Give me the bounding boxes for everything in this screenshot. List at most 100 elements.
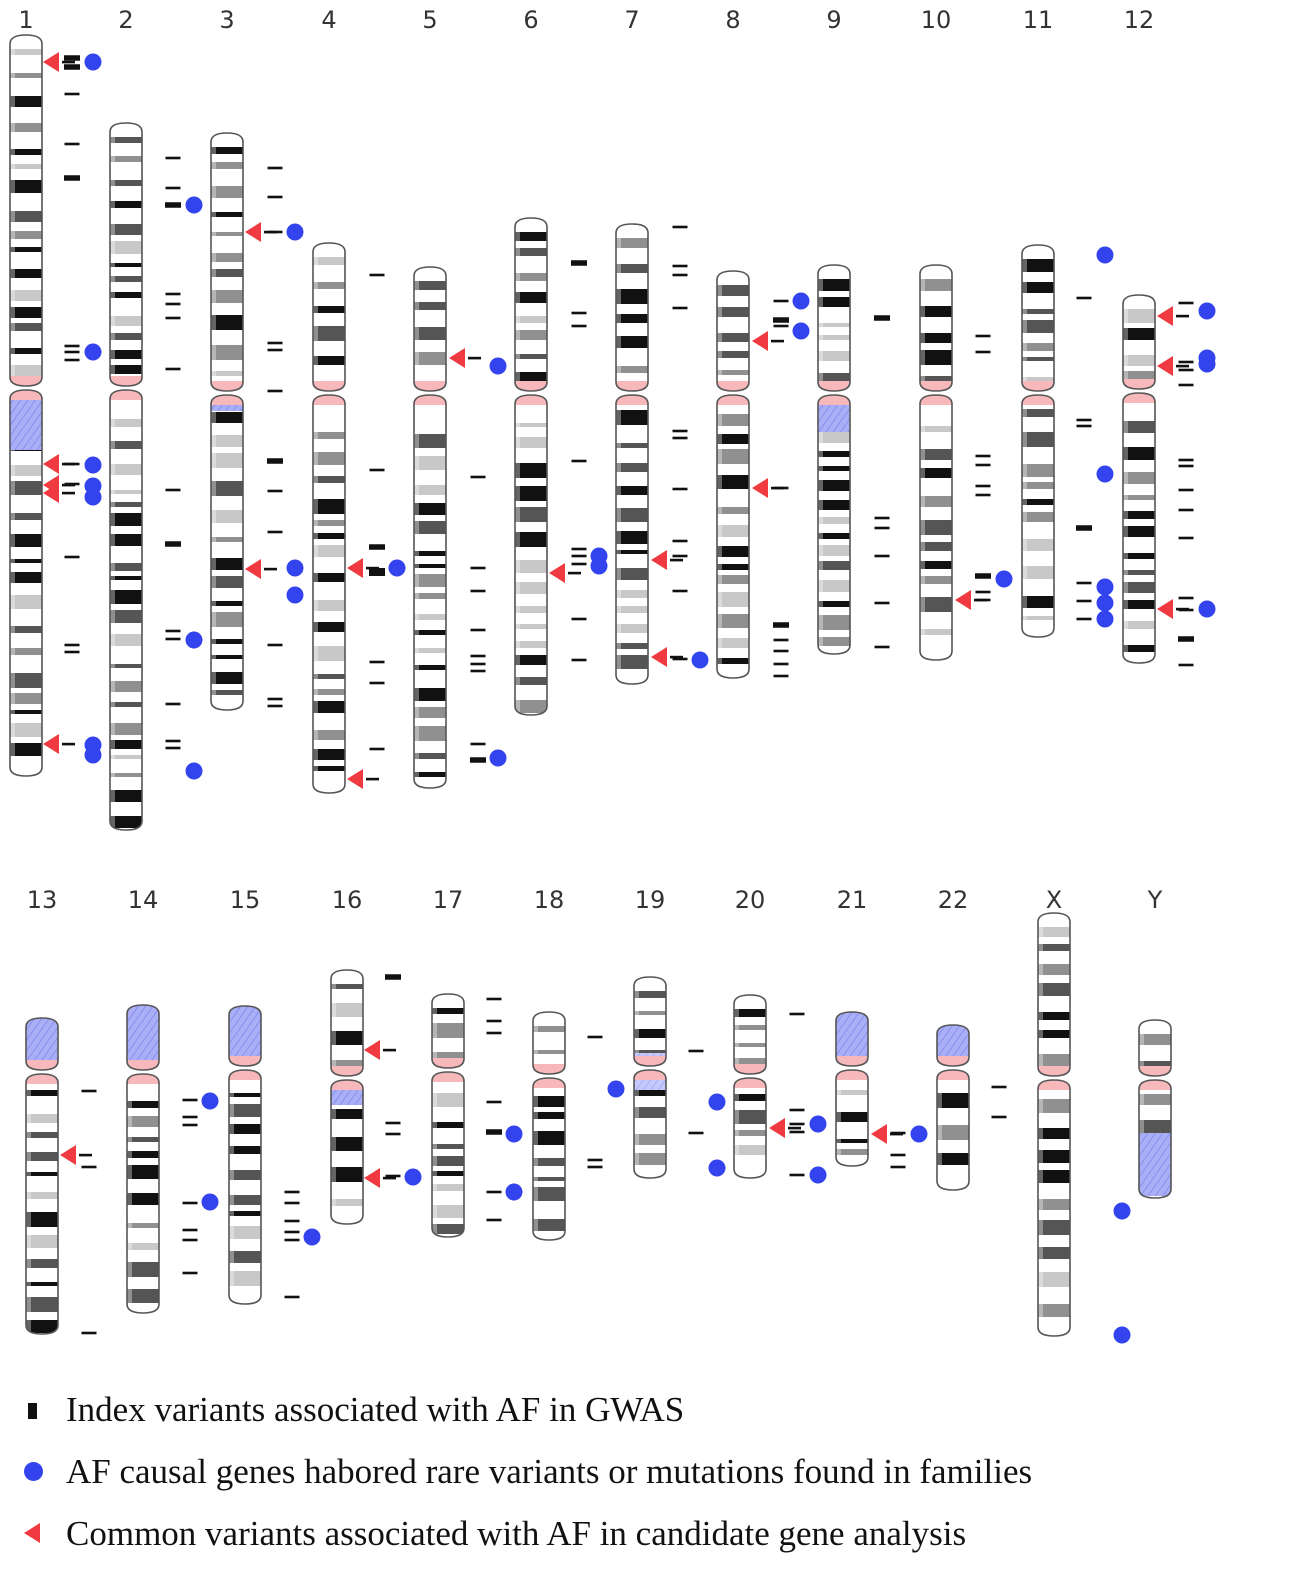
- chromosome-outline-p-19: [633, 976, 667, 1067]
- chromosome-outline-q-20: [733, 1077, 767, 1179]
- candidate-connector-7-0: [670, 558, 683, 562]
- legend-row-index: Index variants associated with AF in GWA…: [22, 1385, 1293, 1447]
- candidate-variant-triangle-7-0: [651, 550, 667, 570]
- index-variant-bar-1-7: [64, 358, 80, 362]
- chr-label-y: Y: [1147, 886, 1163, 914]
- index-variant-bar-7-8: [672, 554, 688, 558]
- index-variant-bar-5-8: [470, 757, 486, 763]
- index-variant-bar-8-8: [773, 674, 789, 678]
- index-variant-bar-8-7: [773, 662, 789, 666]
- family-gene-dot-11-4: [1096, 610, 1114, 628]
- index-variant-bar-2-12: [165, 739, 181, 743]
- index-variant-bar-7-0: [672, 225, 688, 229]
- index-variant-bar-8-1: [773, 317, 789, 323]
- chr-label-17: 17: [433, 886, 464, 914]
- chromosome-outline-p-10: [919, 264, 953, 392]
- index-variant-bar-12-7: [1178, 508, 1194, 512]
- chr-label-13: 13: [27, 886, 58, 914]
- chromosome-outline-q-22: [936, 1069, 970, 1191]
- index-variant-bar-4-5: [369, 681, 385, 685]
- candidate-connector-13-0: [79, 1153, 92, 1157]
- family-gene-dot-15-0: [201, 1092, 219, 1110]
- family-gene-dot-1-2: [84, 456, 102, 474]
- family-gene-dot-3-1: [286, 559, 304, 577]
- index-variant-bar-4-6: [369, 747, 385, 751]
- index-variant-bar-22-0: [991, 1085, 1007, 1089]
- index-variant-bar-5-4: [470, 654, 486, 658]
- candidate-connector-8-1: [771, 486, 784, 490]
- index-variant-bar-10-5: [975, 493, 991, 497]
- index-variant-bar-1-6: [64, 350, 80, 354]
- chromosome-outline-q-13: [25, 1073, 59, 1335]
- candidate-variant-triangle-3-1: [245, 559, 261, 579]
- chromosome-labels: 1 2 3 4 5 6 7 8 9 10 11 12 13 14 15 16 1…: [18, 6, 1162, 914]
- index-variant-bar-2-10: [165, 637, 181, 641]
- index-variant-bar-9-5: [874, 645, 890, 649]
- index-variant-bar-2-6: [165, 367, 181, 371]
- index-variant-bar-6-1: [571, 311, 587, 315]
- index-variant-bar-6-7: [571, 617, 587, 621]
- chromosome-outline-q-x: [1037, 1079, 1071, 1337]
- candidate-variant-triangle-12-2: [1157, 599, 1173, 619]
- family-gene-dot-20-0: [708, 1093, 726, 1111]
- index-variant-bar-4-1: [369, 468, 385, 472]
- chromosome-outline-p-13: [25, 1017, 59, 1071]
- index-variant-bar-12-12: [1178, 663, 1194, 667]
- candidate-connector-3-0: [264, 230, 277, 234]
- chromosome-11: [1021, 244, 1055, 638]
- candidate-variant-icon: [24, 1523, 40, 1543]
- chromosome-outline-q-15: [228, 1069, 262, 1305]
- chromosome-8: [716, 270, 750, 679]
- index-variant-bar-20-1: [789, 1108, 805, 1112]
- index-variant-bar-2-5: [165, 316, 181, 320]
- index-variant-bar-5-2: [470, 589, 486, 593]
- chromosome-outline-p-12: [1122, 294, 1156, 390]
- legend-label-family: AF causal genes habored rare variants or…: [66, 1452, 1033, 1491]
- chr-label-12: 12: [1124, 6, 1155, 34]
- index-variant-bar-6-3: [571, 459, 587, 463]
- chromosome-outline-q-16: [330, 1079, 364, 1225]
- candidate-variant-triangle-6-0: [549, 563, 565, 583]
- family-gene-dot-11-2: [1096, 578, 1114, 596]
- family-gene-dot-12-3: [1198, 600, 1216, 618]
- chromosome-outline-p-1: [9, 34, 43, 387]
- index-variant-bar-9-4: [874, 601, 890, 605]
- index-variant-bar-15-2: [182, 1123, 198, 1127]
- candidate-connector-12-2: [1176, 607, 1189, 611]
- index-variant-bar-1-11: [64, 643, 80, 647]
- index-variant-bar-17-0: [486, 997, 502, 1001]
- index-variant-bar-9-0: [874, 315, 890, 321]
- index-variant-bar-9-1: [874, 516, 890, 520]
- legend-row-candidate: Common variants associated with AF in ca…: [22, 1509, 1293, 1571]
- index-variant-bar-7-1: [672, 264, 688, 268]
- index-variant-bar-10-2: [975, 454, 991, 458]
- candidate-connector-4-1: [366, 777, 379, 781]
- index-variant-bar-3-4: [267, 348, 283, 352]
- chromosome-outline-p-17: [431, 993, 465, 1069]
- index-variant-bar-17-2: [486, 1031, 502, 1035]
- candidate-connector-16-1: [383, 1176, 396, 1180]
- chr-label-1: 1: [18, 6, 33, 34]
- chr-label-9: 9: [826, 6, 841, 34]
- candidate-connector-21-0: [890, 1132, 903, 1136]
- index-variant-bar-12-9: [1178, 596, 1194, 600]
- chromosome-outline-p-y: [1138, 1019, 1172, 1077]
- index-variant-bar-5-6: [470, 669, 486, 673]
- chr-label-4: 4: [321, 6, 336, 34]
- index-variant-bar-12-8: [1178, 536, 1194, 540]
- index-variant-bar-11-0: [1076, 296, 1092, 300]
- index-variant-bar-3-5: [267, 389, 283, 393]
- index-variant-bar-12-3: [1178, 383, 1194, 387]
- index-variant-bar-12-0: [1178, 301, 1194, 305]
- candidate-connector-5-0: [468, 356, 481, 360]
- chromosome-10: [919, 264, 953, 661]
- family-gene-dot-16-1: [404, 1168, 422, 1186]
- index-variant-bar-5-7: [470, 742, 486, 746]
- chromosome-y: [1138, 1019, 1172, 1199]
- index-variant-bar-13-2: [81, 1331, 97, 1335]
- legend: Index variants associated with AF in GWA…: [22, 1385, 1293, 1571]
- index-variant-bar-15-1: [182, 1115, 198, 1119]
- chromosome-2: [109, 122, 143, 831]
- index-variant-bar-6-8: [571, 658, 587, 662]
- index-variant-bar-7-3: [672, 306, 688, 310]
